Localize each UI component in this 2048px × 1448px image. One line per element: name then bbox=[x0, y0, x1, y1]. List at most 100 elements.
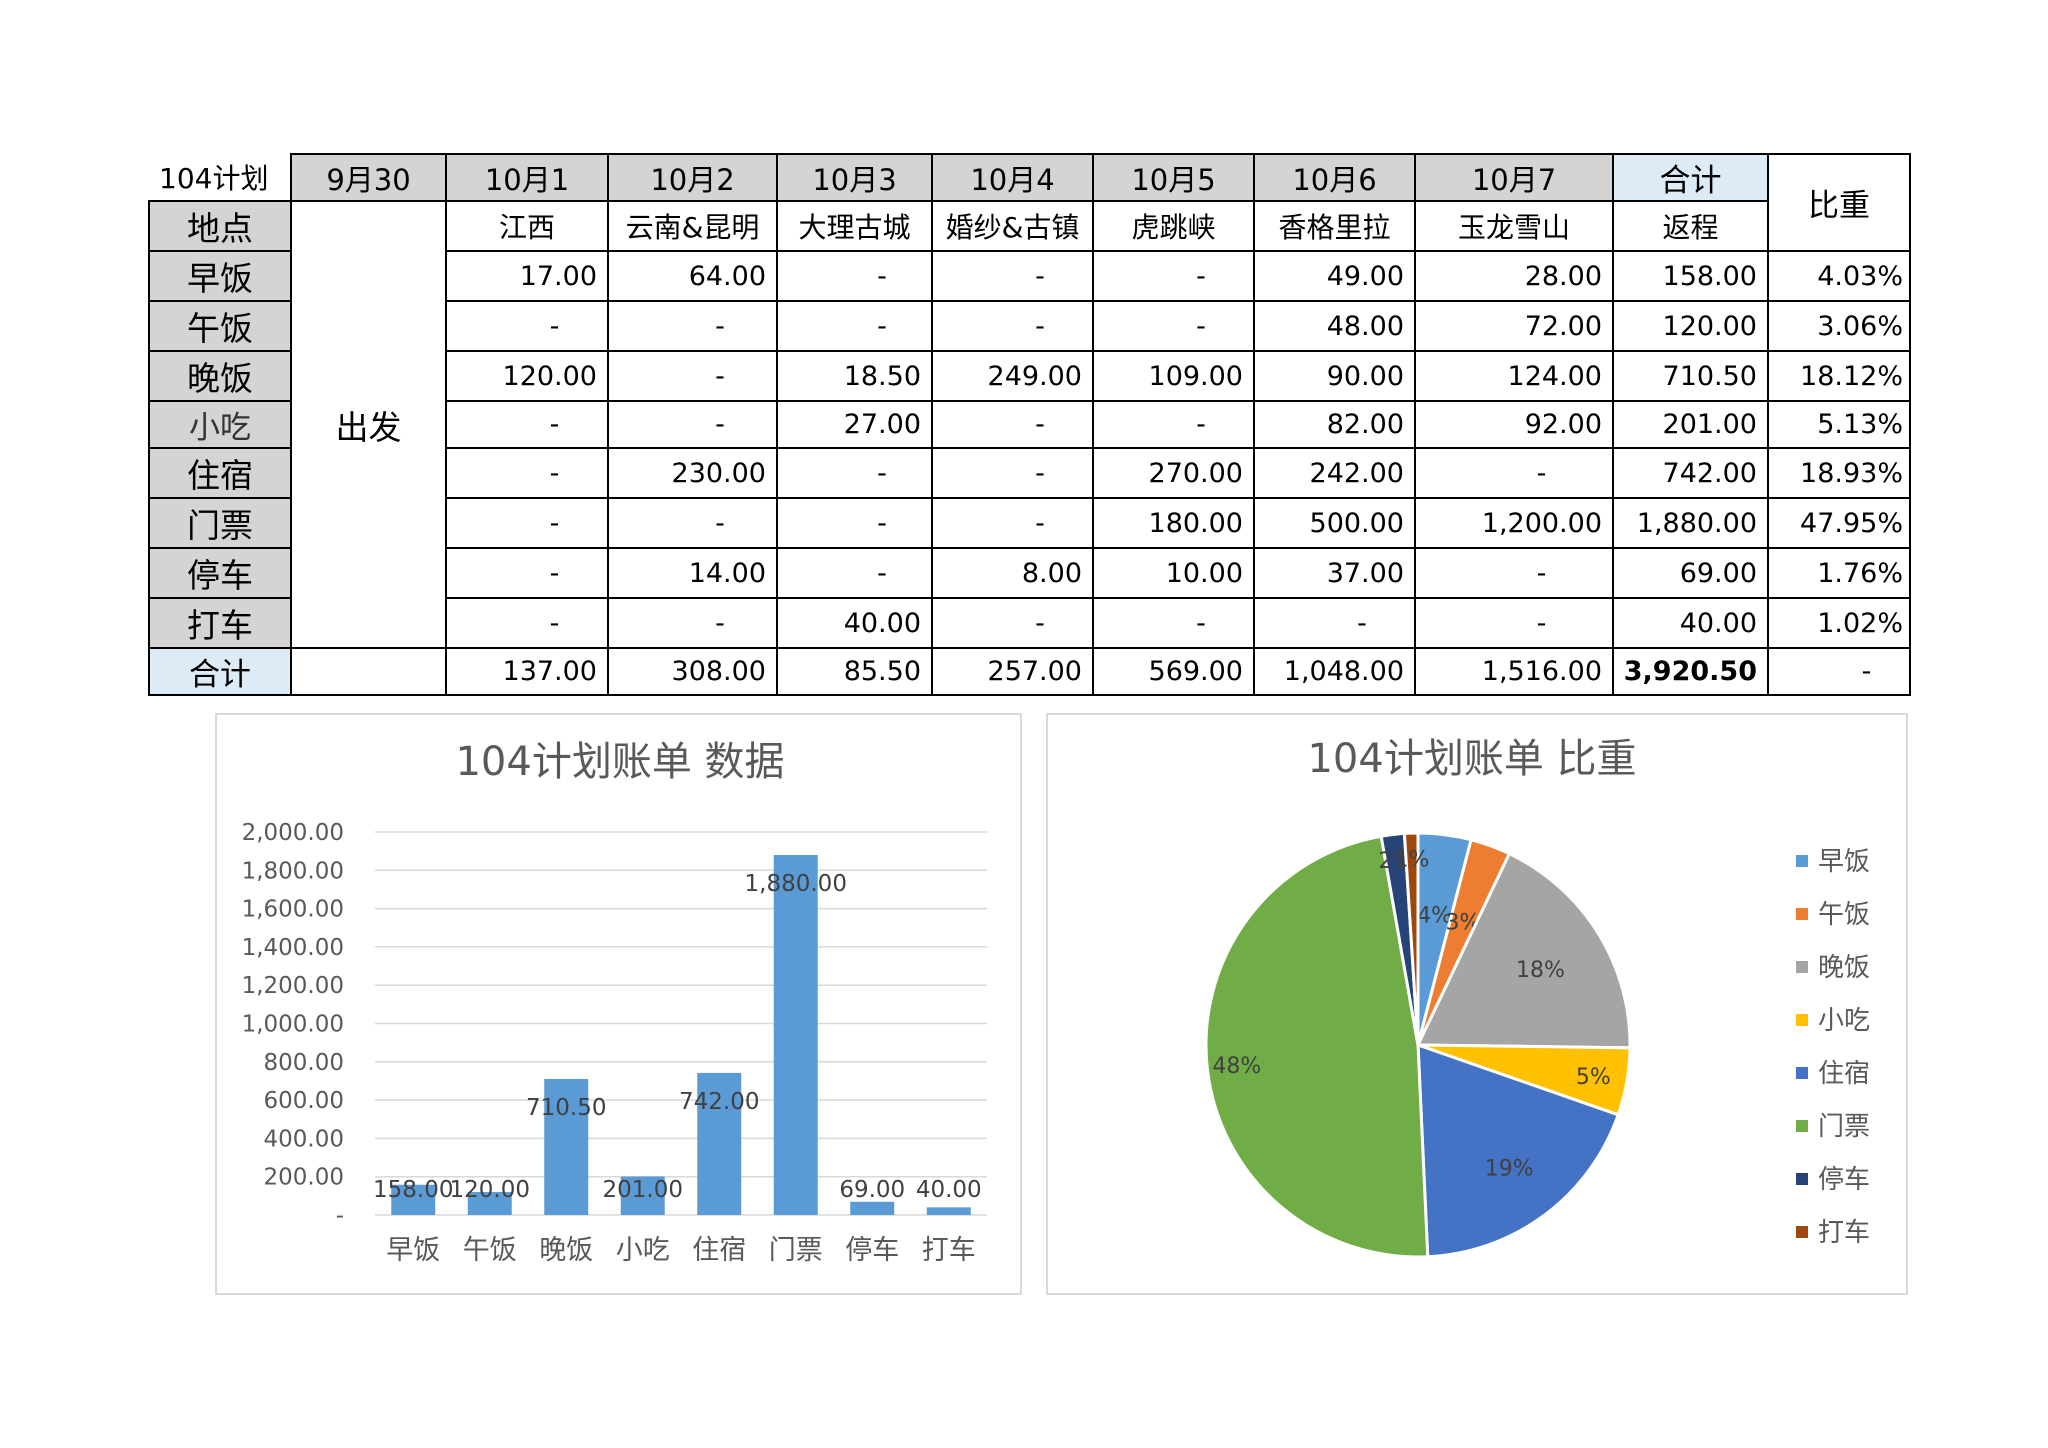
place-cell: 江西 bbox=[445, 200, 609, 252]
y-tick-label: - bbox=[336, 1203, 344, 1229]
value-cell: 249.00 bbox=[931, 350, 1094, 402]
place-cell: 婚纱&古镇 bbox=[931, 200, 1094, 252]
column-total-cell: 1,048.00 bbox=[1253, 647, 1416, 696]
value-cell: - bbox=[931, 250, 1094, 302]
pie-slice bbox=[1204, 834, 1430, 1259]
pie-data-label: 4% bbox=[1417, 904, 1452, 929]
value-cell: 18.50 bbox=[776, 350, 933, 402]
expense-table: 104计划 9月30 10月1 10月2 10月3 10月4 10月5 10月6 10月7 合计比… bbox=[148, 153, 1911, 696]
legend-swatch bbox=[1796, 961, 1808, 973]
place-row: 地点 出发 江西 云南&昆明 大理古城 婚纱&古镇 虎跳峡 香格里拉 玉龙雪山 返程 bbox=[148, 200, 1910, 649]
x-category-label: 住宿 bbox=[692, 1235, 746, 1266]
legend-swatch bbox=[1796, 1173, 1808, 1185]
legend-swatch bbox=[1796, 855, 1808, 867]
bar-data-label: 710.50 bbox=[526, 1095, 606, 1121]
value-cell: 17.00 bbox=[445, 250, 609, 302]
value-cell: - bbox=[445, 400, 609, 449]
x-category-label: 停车 bbox=[845, 1235, 899, 1266]
value-cell: - bbox=[931, 497, 1094, 549]
value-cell: 500.00 bbox=[1253, 497, 1416, 549]
column-total-cell: 1,516.00 bbox=[1414, 647, 1614, 696]
column-total-cell: 257.00 bbox=[931, 647, 1094, 696]
value-cell: 180.00 bbox=[1092, 497, 1255, 549]
legend-swatch bbox=[1796, 1067, 1808, 1079]
row-total-cell: 158.00 bbox=[1612, 250, 1769, 302]
header-row: 104计划 9月30 10月1 10月2 10月3 10月4 10月5 10月6 10月7 合计比… bbox=[149, 153, 1911, 252]
value-cell: 1,200.00 bbox=[1414, 497, 1614, 549]
x-category-label: 午饭 bbox=[463, 1235, 517, 1266]
place-cell: 云南&昆明 bbox=[607, 200, 778, 252]
ratio-total-cell: - bbox=[1767, 647, 1911, 696]
value-cell: - bbox=[607, 350, 778, 402]
value-cell: 109.00 bbox=[1092, 350, 1255, 402]
legend-swatch bbox=[1796, 1014, 1808, 1026]
legend-label: 早饭 bbox=[1818, 847, 1870, 877]
legend-label: 打车 bbox=[1818, 1218, 1870, 1248]
row-total-cell: 710.50 bbox=[1612, 350, 1769, 402]
depart-cell: 出发 bbox=[290, 200, 447, 649]
y-tick-label: 800.00 bbox=[264, 1050, 344, 1076]
ratio-cell: 3.06% bbox=[1767, 300, 1911, 352]
place-cell: 大理古城 bbox=[776, 200, 933, 252]
column-total-cell: 85.50 bbox=[776, 647, 933, 696]
bar bbox=[926, 1207, 971, 1215]
bar-chart: 104计划账单 数据 - 200.00 400.00 600.00 800.00 1,000… bbox=[242, 739, 987, 1266]
bar-data-label: 201.00 bbox=[603, 1177, 683, 1203]
legend-swatch bbox=[1796, 1226, 1808, 1238]
row-label: 停车 bbox=[148, 547, 292, 599]
pie-data-label: 18% bbox=[1516, 958, 1565, 983]
pie-slice bbox=[1416, 1042, 1621, 1259]
return-cell: 返程 bbox=[1612, 200, 1769, 252]
date-header: 10月4 bbox=[931, 153, 1094, 202]
row-label: 门票 bbox=[148, 497, 292, 549]
row-total-cell: 120.00 bbox=[1612, 300, 1769, 352]
value-cell: - bbox=[445, 497, 609, 549]
row-total-cell: 201.00 bbox=[1612, 400, 1769, 449]
legend-swatch bbox=[1796, 908, 1808, 920]
value-cell: - bbox=[445, 300, 609, 352]
value-cell: - bbox=[607, 300, 778, 352]
legend-label: 午饭 bbox=[1818, 900, 1870, 930]
date-header: 10月3 bbox=[776, 153, 933, 202]
ratio-cell: 4.03% bbox=[1767, 250, 1911, 302]
row-total-cell: 1,880.00 bbox=[1612, 497, 1769, 549]
value-cell: - bbox=[607, 597, 778, 649]
value-cell: - bbox=[607, 497, 778, 549]
ratio-cell: 18.12% bbox=[1767, 350, 1911, 402]
column-total-cell: 137.00 bbox=[445, 647, 609, 696]
expense-row: 门票 - - - -180.00 500.00 1,200.00 1,880.00 47.95% bbox=[148, 497, 1911, 549]
expense-row: 午饭 - - - - -48.00 72.00 120.00 3.06% bbox=[148, 300, 1911, 352]
value-cell: - bbox=[931, 597, 1094, 649]
value-cell: - bbox=[607, 400, 778, 449]
bar-data-label: 1,880.00 bbox=[745, 871, 847, 897]
date-header: 9月30 bbox=[290, 153, 447, 202]
value-cell: 242.00 bbox=[1253, 447, 1416, 499]
value-cell: 124.00 bbox=[1414, 350, 1614, 402]
row-total-cell: 40.00 bbox=[1612, 597, 1769, 649]
value-cell: 10.00 bbox=[1092, 547, 1255, 599]
pie-chart-title: 104计划账单 比重 bbox=[1307, 736, 1636, 782]
x-category-label: 早饭 bbox=[386, 1235, 440, 1266]
expense-table-body: 104计划 9月30 10月1 10月2 10月3 10月4 10月5 10月6 10月7 合计比… bbox=[148, 153, 1911, 696]
bar-data-label: 40.00 bbox=[916, 1177, 982, 1203]
value-cell: - bbox=[776, 547, 933, 599]
pie-data-label: 19% bbox=[1485, 1156, 1534, 1181]
bar bbox=[773, 854, 818, 1215]
expense-row: 住宿 -230.00- -270.00 242.00-742.00 18.93% bbox=[148, 447, 1911, 499]
value-cell: 92.00 bbox=[1414, 400, 1614, 449]
value-cell: 8.00 bbox=[931, 547, 1094, 599]
ratio-header: 比重 bbox=[1767, 153, 1911, 252]
value-cell: 270.00 bbox=[1092, 447, 1255, 499]
legend-label: 住宿 bbox=[1818, 1059, 1870, 1089]
value-cell: - bbox=[445, 547, 609, 599]
y-tick-label: 1,200.00 bbox=[242, 973, 344, 999]
expense-row: 早饭 17.00 64.00- - -49.00 28.00 158.00 4.03% bbox=[148, 250, 1911, 302]
value-cell: - bbox=[776, 250, 933, 302]
pie-data-label: 48% bbox=[1212, 1054, 1261, 1079]
pie-slice bbox=[1402, 831, 1420, 1046]
y-tick-label: 1,800.00 bbox=[242, 858, 344, 884]
date-header: 10月7 bbox=[1414, 153, 1614, 202]
y-tick-label: 2,000.00 bbox=[242, 820, 344, 846]
y-tick-label: 600.00 bbox=[264, 1088, 344, 1114]
value-cell: - bbox=[1414, 597, 1614, 649]
